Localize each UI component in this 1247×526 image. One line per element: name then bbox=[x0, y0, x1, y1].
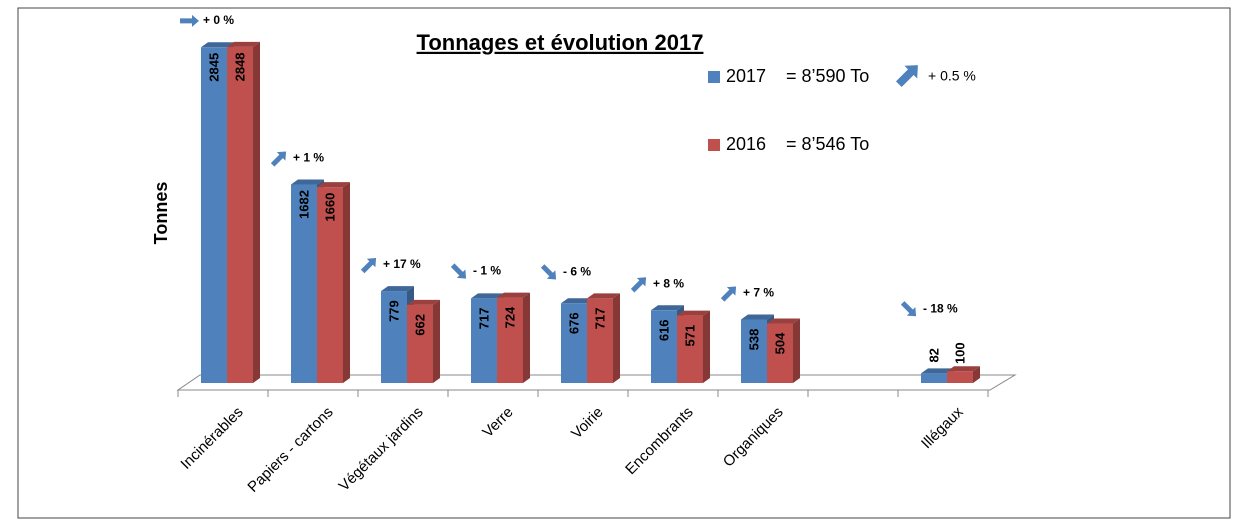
annotation: + 0 % bbox=[203, 13, 234, 27]
trend-arrow bbox=[540, 264, 557, 280]
bar-face bbox=[227, 41, 260, 47]
data-label: 82 bbox=[926, 348, 941, 362]
data-label: 724 bbox=[502, 306, 517, 328]
data-label: 717 bbox=[592, 308, 607, 330]
annotation: + 7 % bbox=[743, 286, 774, 300]
bar-face bbox=[523, 292, 530, 383]
bar-face bbox=[703, 310, 710, 383]
bar-face bbox=[677, 310, 710, 316]
bar-face bbox=[343, 182, 350, 383]
bar-face bbox=[317, 187, 343, 383]
bar-face bbox=[587, 298, 613, 383]
bar bbox=[677, 310, 710, 383]
bar-face bbox=[651, 310, 677, 383]
bar-face bbox=[947, 366, 980, 372]
bar-face bbox=[651, 305, 684, 311]
data-label: 779 bbox=[386, 300, 401, 322]
bar bbox=[587, 293, 620, 383]
bar bbox=[497, 292, 530, 383]
bar-face bbox=[767, 323, 793, 383]
legend-swatch bbox=[708, 139, 720, 151]
trend-arrow bbox=[720, 286, 737, 302]
bar bbox=[407, 299, 440, 383]
trend-arrow bbox=[180, 14, 199, 27]
bar-face bbox=[587, 293, 620, 299]
data-label: 2845 bbox=[206, 53, 221, 82]
bar bbox=[767, 318, 800, 383]
bar-face bbox=[497, 292, 530, 298]
annotation: + 8 % bbox=[653, 276, 684, 290]
data-label: 1682 bbox=[296, 190, 311, 219]
bar-face bbox=[317, 182, 350, 188]
annotation: - 1 % bbox=[473, 264, 501, 278]
annotation: - 6 % bbox=[563, 265, 591, 279]
trend-arrow bbox=[900, 301, 917, 317]
bar-face bbox=[741, 314, 774, 320]
bar-face bbox=[227, 46, 253, 383]
bar-face bbox=[291, 184, 317, 383]
bar bbox=[227, 41, 260, 383]
bar-face bbox=[433, 299, 440, 383]
bar-face bbox=[201, 47, 227, 383]
trend-arrow bbox=[360, 258, 377, 274]
bar-face bbox=[471, 293, 504, 299]
bar-face bbox=[201, 42, 234, 48]
legend-swatch bbox=[708, 71, 720, 83]
legend-label: 2016 bbox=[726, 134, 766, 154]
data-label: 2848 bbox=[232, 52, 247, 81]
floor bbox=[176, 374, 1017, 391]
bar-face bbox=[921, 373, 947, 383]
bar-face bbox=[973, 366, 980, 383]
bar-face bbox=[381, 291, 407, 383]
legend-label: 2017 bbox=[726, 66, 766, 86]
bar-face bbox=[471, 298, 497, 383]
bar-face bbox=[561, 303, 587, 383]
bar-face bbox=[947, 371, 973, 383]
trend-arrow bbox=[895, 65, 918, 88]
trend-arrow bbox=[450, 263, 467, 279]
bar-face bbox=[677, 315, 703, 383]
data-label: 504 bbox=[772, 332, 787, 354]
annotation: + 17 % bbox=[383, 257, 421, 271]
data-label: 538 bbox=[746, 329, 761, 351]
bar-face bbox=[253, 41, 260, 383]
bar-face bbox=[741, 319, 767, 383]
data-label: 616 bbox=[656, 319, 671, 341]
chart-title: Tonnages et évolution 2017 bbox=[417, 30, 704, 55]
bar-face bbox=[381, 286, 414, 292]
trend-arrow bbox=[270, 151, 287, 167]
y-axis-label: Tonnes bbox=[151, 182, 171, 245]
data-label: 662 bbox=[412, 314, 427, 336]
bar-face bbox=[793, 318, 800, 383]
bar-face bbox=[921, 368, 954, 374]
bar-face bbox=[291, 179, 324, 185]
annotation: - 18 % bbox=[923, 301, 958, 315]
data-label: 100 bbox=[952, 342, 967, 364]
bar-face bbox=[407, 299, 440, 305]
bar-face bbox=[561, 298, 594, 304]
data-label: 676 bbox=[566, 312, 581, 334]
bar-face bbox=[613, 293, 620, 383]
bar-face bbox=[407, 304, 433, 383]
legend-total: = 8’546 To bbox=[786, 134, 869, 154]
bar-face bbox=[497, 297, 523, 383]
legend-change: + 0.5 % bbox=[928, 68, 976, 84]
data-label: 1660 bbox=[322, 193, 337, 222]
bar bbox=[947, 366, 980, 383]
legend-total: = 8’590 To bbox=[786, 66, 869, 86]
data-label: 571 bbox=[682, 325, 697, 347]
trend-arrow bbox=[630, 277, 647, 293]
data-label: 717 bbox=[476, 308, 491, 330]
bar bbox=[317, 182, 350, 383]
annotation: + 1 % bbox=[293, 151, 324, 165]
bar-face bbox=[767, 318, 800, 324]
